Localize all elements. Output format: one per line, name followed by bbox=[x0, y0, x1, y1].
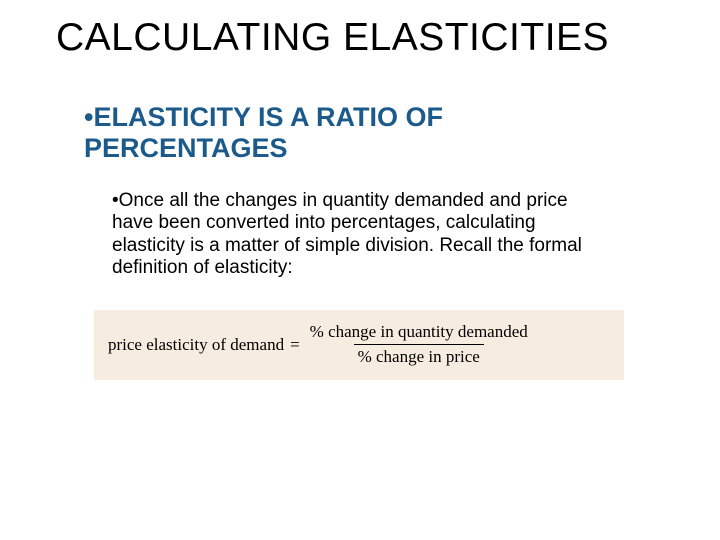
formula-denominator: % change in price bbox=[354, 344, 484, 367]
formula-numerator: % change in quantity demanded bbox=[306, 322, 532, 344]
formula-box: price elasticity of demand = % change in… bbox=[94, 310, 624, 380]
equals-sign: = bbox=[284, 335, 306, 355]
body-text: Once all the changes in quantity demande… bbox=[112, 190, 582, 278]
main-heading: • ELASTICITY IS A RATIO OF PERCENTAGES bbox=[84, 102, 580, 164]
formula-lhs: price elasticity of demand bbox=[108, 335, 284, 355]
bullet-icon: • bbox=[112, 190, 119, 212]
body-paragraph: • Once all the changes in quantity deman… bbox=[112, 190, 590, 280]
heading-text: ELASTICITY IS A RATIO OF PERCENTAGES bbox=[84, 102, 443, 163]
formula-fraction: % change in quantity demanded % change i… bbox=[306, 322, 532, 368]
slide-title: CALCULATING ELASTICITIES bbox=[56, 16, 690, 60]
slide: { "title": "CALCULATING ELASTICITIES", "… bbox=[0, 0, 720, 540]
